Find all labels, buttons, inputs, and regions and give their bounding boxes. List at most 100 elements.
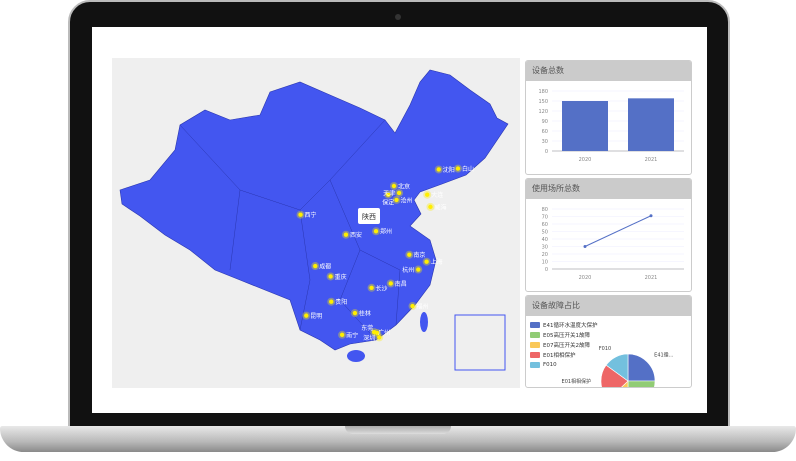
- city-label: 威海: [434, 203, 446, 211]
- pie-slice: [600, 364, 629, 387]
- city-marker[interactable]: [373, 229, 379, 234]
- data-point: [649, 214, 653, 218]
- city-label: 北京: [398, 183, 410, 191]
- city-marker[interactable]: [436, 167, 441, 172]
- x-tick-label: 2020: [579, 275, 592, 281]
- city-label: 重庆: [335, 273, 347, 281]
- legend-item[interactable]: E07高压开关2故障: [530, 340, 597, 350]
- y-tick-label: 70: [542, 215, 548, 221]
- city-marker[interactable]: [386, 192, 391, 197]
- data-point: [583, 245, 587, 248]
- city-label: 南宁: [346, 331, 358, 339]
- city-marker[interactable]: [410, 303, 415, 309]
- y-tick-label: 50: [542, 230, 548, 236]
- y-tick-label: 10: [542, 260, 548, 266]
- city-label: 沧州: [401, 196, 413, 204]
- legend-swatch: [530, 342, 540, 348]
- pie-legend: E41循环水温度大保护 E05高压开关1故障 E07高压开关2故障 E01相相保护 F0…: [530, 320, 597, 370]
- city-marker[interactable]: [328, 274, 333, 279]
- city-marker[interactable]: [424, 259, 429, 264]
- legend-swatch: [530, 362, 540, 368]
- devices-panel: 设备总数 0 30 60 90 120 150 180 2020 2021: [525, 60, 692, 175]
- city-marker[interactable]: [329, 299, 334, 304]
- pie-label: E41循...: [654, 351, 674, 358]
- city-label: 桂林: [359, 310, 371, 318]
- city-label: 东莞: [361, 324, 373, 332]
- city-marker[interactable]: [428, 204, 433, 210]
- city-marker[interactable]: [455, 166, 461, 171]
- city-marker[interactable]: [394, 197, 399, 203]
- legend-label: E41循环水温度大保护: [543, 323, 598, 329]
- pie-label: F010: [599, 346, 611, 352]
- city-label: 贵阳: [335, 298, 347, 306]
- panel-title: 设备故障占比: [526, 296, 691, 316]
- city-label: 西安: [350, 231, 362, 239]
- x-tick-label: 2021: [645, 275, 658, 281]
- legend-item[interactable]: E05高压开关1故障: [530, 330, 597, 340]
- city-label: 福州: [417, 303, 429, 311]
- bar-chart: 0 30 60 90 120 150 180 2020 2021: [538, 89, 684, 163]
- hainan[interactable]: [347, 350, 365, 362]
- y-tick-label: 40: [542, 237, 548, 243]
- y-tick-label: 180: [538, 89, 548, 95]
- legend-label: F010: [543, 362, 557, 368]
- city-marker[interactable]: [377, 335, 382, 340]
- pie-label: E01相相保护: [562, 378, 592, 385]
- pie-chart: E41循... E01相相保护 F010: [562, 346, 674, 387]
- y-tick-label: 60: [542, 129, 548, 135]
- legend-label: E01相相保护: [543, 353, 576, 359]
- city-label: 天津: [383, 190, 395, 197]
- faults-panel: 设备故障占比 E41循环水温度大保护 E05高压开关1故障 E07高压开关2故障 E0…: [525, 295, 692, 388]
- city-label: 沈阳: [443, 166, 455, 174]
- y-tick-label: 120: [538, 109, 548, 115]
- city-marker[interactable]: [304, 313, 309, 318]
- city-label: 南京: [413, 251, 425, 259]
- y-tick-label: 20: [542, 252, 548, 258]
- legend-swatch: [530, 332, 540, 338]
- series-line: [584, 215, 652, 247]
- city-marker[interactable]: [391, 183, 397, 189]
- panel-title: 设备总数: [526, 61, 691, 81]
- x-tick-label: 2020: [579, 157, 592, 163]
- city-marker[interactable]: [416, 267, 421, 272]
- city-marker[interactable]: [369, 285, 374, 290]
- city-marker[interactable]: [313, 263, 318, 269]
- city-marker[interactable]: [396, 190, 402, 196]
- legend-item[interactable]: F010: [530, 360, 597, 370]
- china-mainland[interactable]: [119, 69, 509, 351]
- bar: [628, 98, 674, 151]
- city-marker[interactable]: [375, 330, 380, 336]
- province-borders: [179, 119, 401, 341]
- city-marker[interactable]: [352, 310, 358, 316]
- y-tick-label: 30: [542, 139, 548, 145]
- city-label: 成都: [319, 263, 331, 271]
- y-tick-label: 80: [542, 207, 548, 213]
- venues-panel: 使用场所总数 0 10 20 30 40 50 60 70 80 2020 2021: [525, 178, 692, 292]
- y-tick-label: 0: [545, 267, 548, 273]
- city-marker[interactable]: [343, 232, 349, 237]
- city-marker[interactable]: [339, 332, 345, 337]
- city-label: 南昌: [395, 280, 407, 288]
- y-tick-label: 0: [545, 149, 548, 155]
- y-tick-label: 150: [538, 99, 548, 105]
- legend-swatch: [530, 322, 540, 328]
- pie-slice: [627, 353, 656, 382]
- city-marker[interactable]: [298, 212, 303, 217]
- map-tooltip: 陕西: [358, 208, 380, 224]
- legend-label: E05高压开关1故障: [543, 333, 590, 339]
- city-marker[interactable]: [425, 192, 430, 197]
- y-tick-label: 30: [542, 245, 548, 251]
- taiwan[interactable]: [420, 312, 428, 332]
- city-label: 西宁: [305, 211, 317, 219]
- china-map-panel[interactable]: 沈阳 白山 北京 天津 保定 沧州 大连 威海 西宁 西安 郑州 南京 上海 杭州 成都 重庆 长沙 南昌 福州 贵阳…: [112, 58, 520, 388]
- legend-item[interactable]: E01相相保护: [530, 350, 597, 360]
- y-tick-label: 60: [542, 222, 548, 228]
- legend-item[interactable]: E41循环水温度大保护: [530, 320, 597, 330]
- city-label: 杭州: [402, 266, 414, 274]
- panel-title: 使用场所总数: [526, 179, 691, 199]
- bar: [562, 101, 608, 151]
- city-marker[interactable]: [407, 252, 412, 257]
- city-marker[interactable]: [388, 281, 393, 286]
